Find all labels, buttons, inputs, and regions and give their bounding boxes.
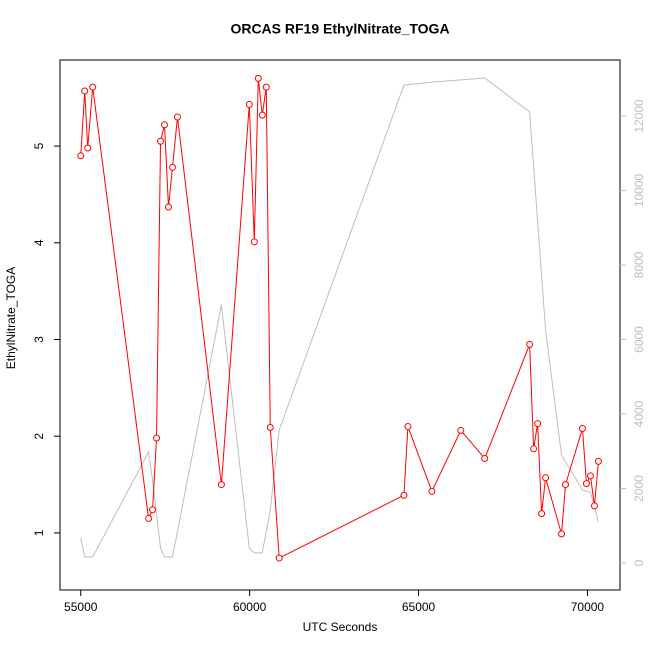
y-axis-label: EthylNitrate_TOGA [4,267,18,369]
point [266,424,274,432]
point [77,152,85,160]
point [161,121,169,129]
point [428,487,436,495]
point [534,420,542,428]
y2-tick-label: 2000 [632,475,646,502]
x-tick-label: 60000 [233,600,267,614]
point [254,74,262,82]
point [457,426,465,434]
point [562,481,570,489]
point [262,83,270,91]
x-tick-label: 70000 [571,600,605,614]
x-axis-label: UTC Seconds [303,620,378,634]
series-line [80,77,599,558]
point [165,203,173,211]
point [275,554,283,562]
point [542,474,550,482]
point [582,480,590,488]
y2-tick-label: 6000 [632,326,646,353]
point [89,83,97,91]
point [245,100,253,108]
point [530,445,538,453]
point [250,238,258,246]
y2-tick-label: 4000 [632,400,646,427]
point [173,113,181,121]
y-tick-label: 3 [32,336,46,343]
point [168,163,176,171]
point [153,434,161,442]
y2-tick-label: 8000 [632,251,646,278]
point [149,506,157,514]
x-tick-label: 55000 [64,600,98,614]
point [404,423,412,431]
point [578,424,586,432]
point [481,454,489,462]
point [538,510,546,518]
point [84,144,92,152]
y-tick-label: 5 [32,142,46,149]
point [558,530,566,538]
y-tick-label: 4 [32,239,46,246]
plot-box [59,59,621,591]
point [590,502,598,510]
point [586,472,594,480]
point [145,514,153,522]
point [400,491,408,499]
y2-tick-label: 0 [632,559,646,566]
point [157,137,165,145]
y2-tick-label: 10000 [632,173,646,207]
point [594,457,602,465]
x-tick-label: 65000 [402,600,436,614]
y-tick-label: 1 [32,529,46,536]
point [81,87,89,95]
point [526,340,534,348]
series-line [80,78,599,559]
point [258,111,266,119]
chart-title: ORCAS RF19 EthylNitrate_TOGA [230,21,449,37]
y-tick-label: 2 [32,433,46,440]
y2-tick-label: 12000 [632,99,646,133]
point [217,481,225,489]
